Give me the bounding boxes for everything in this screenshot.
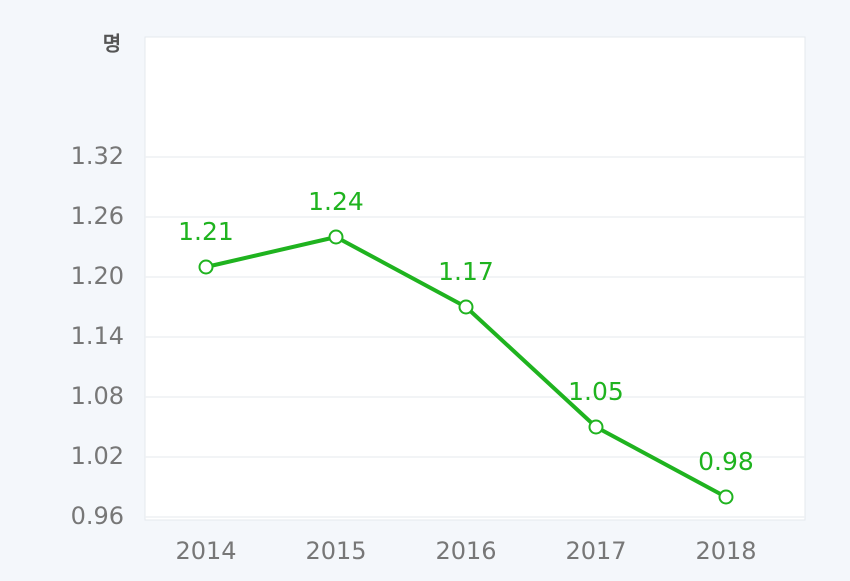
data-point: [718, 489, 734, 505]
y-tick-label: 1.32: [71, 142, 124, 170]
x-tick-label: 2016: [435, 537, 496, 565]
data-label: 1.24: [308, 187, 364, 216]
x-tick-label: 2018: [695, 537, 756, 565]
x-tick-label: 2014: [175, 537, 236, 565]
data-label: 1.05: [568, 377, 624, 406]
y-tick-label: 1.02: [71, 442, 124, 470]
y-unit-label: 명: [103, 32, 121, 56]
data-point: [328, 229, 344, 245]
y-tick-label: 1.20: [71, 262, 124, 290]
x-tick-label: 2017: [565, 537, 626, 565]
data-point: [198, 259, 214, 275]
data-label: 0.98: [698, 447, 754, 476]
y-tick-label: 1.26: [71, 202, 124, 230]
y-tick-label: 1.14: [71, 322, 124, 350]
y-tick-label: 0.96: [71, 502, 124, 530]
data-point: [458, 299, 474, 315]
data-point: [588, 419, 604, 435]
y-tick-label: 1.08: [71, 382, 124, 410]
x-tick-label: 2015: [305, 537, 366, 565]
data-label: 1.17: [438, 257, 494, 286]
plot-area: [144, 36, 806, 521]
data-label: 1.21: [178, 217, 234, 246]
